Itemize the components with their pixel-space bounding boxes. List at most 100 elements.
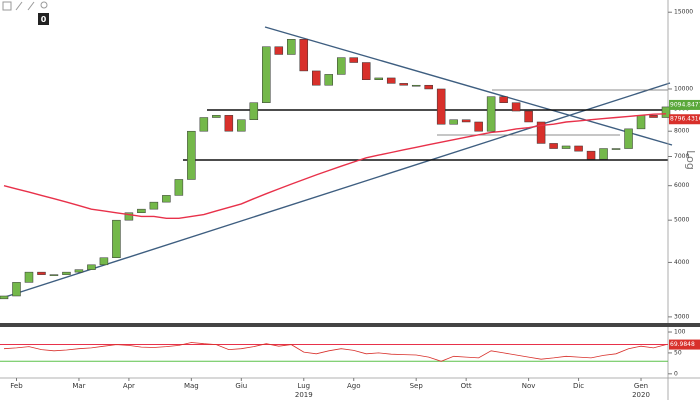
- candle: [511, 102, 521, 112]
- x-tick-label: Ago: [347, 382, 361, 390]
- candle: [599, 148, 608, 160]
- candle: [299, 39, 309, 72]
- candle: [199, 117, 209, 132]
- tool-icon[interactable]: [15, 1, 23, 11]
- trend-line: [264, 26, 673, 146]
- y-tick-label: 6000: [674, 182, 689, 189]
- ma-value-label: 8796.4316: [670, 116, 700, 123]
- rsi-line: [3, 342, 667, 362]
- candle: [287, 39, 296, 55]
- x-tick-label: Apr: [123, 382, 135, 390]
- candle: [49, 274, 59, 276]
- candle: [499, 96, 508, 103]
- ma-value-label-box: [669, 114, 700, 125]
- toolbar: 0: [2, 1, 49, 25]
- candle: [249, 102, 259, 120]
- candle: [99, 257, 109, 266]
- candle: [12, 282, 21, 297]
- candle: [574, 145, 583, 152]
- candle: [62, 271, 71, 275]
- year-label: 2020: [632, 391, 650, 399]
- candle: [649, 115, 658, 118]
- candle: [174, 179, 184, 196]
- y-tick-label: 3000: [674, 313, 689, 320]
- candle: [411, 84, 421, 87]
- candle: [424, 84, 433, 90]
- candle: [137, 208, 146, 214]
- tool-icon[interactable]: [27, 1, 35, 11]
- candle: [224, 115, 234, 132]
- tool-icon[interactable]: [40, 1, 48, 9]
- x-tick-label: Giu: [235, 382, 247, 390]
- candle: [586, 150, 596, 160]
- candle: [661, 106, 671, 118]
- badge[interactable]: [38, 13, 49, 25]
- candle: [361, 62, 371, 80]
- candle: [87, 264, 96, 270]
- scale-label: Log: [684, 150, 697, 170]
- candle: [324, 74, 334, 86]
- x-tick-label: Nov: [522, 382, 536, 390]
- candle: [187, 130, 196, 180]
- candle: [237, 119, 246, 132]
- y-tick-label: 7000: [674, 153, 689, 160]
- candle: [124, 212, 134, 221]
- last-price-label-box: [669, 99, 700, 110]
- candle: [486, 96, 496, 132]
- candle: [624, 128, 633, 149]
- candle: [536, 121, 546, 144]
- candle: [336, 57, 346, 75]
- candle: [24, 271, 34, 283]
- candle: [436, 88, 446, 125]
- candle: [461, 119, 471, 123]
- candle: [549, 143, 558, 149]
- candle: [386, 77, 396, 84]
- candle: [112, 219, 121, 259]
- candle: [374, 77, 383, 80]
- candle: [0, 295, 9, 300]
- y-tick-label: 5000: [674, 217, 689, 224]
- trend-line: [4, 82, 671, 298]
- candle: [636, 115, 646, 130]
- candle: [524, 110, 533, 123]
- candle: [449, 119, 458, 125]
- y-tick-label: 15000: [674, 9, 693, 16]
- pane-separator: [0, 323, 700, 327]
- y-tick-label: 100: [674, 329, 686, 336]
- moving-average: [3, 113, 667, 219]
- candle: [149, 201, 159, 210]
- candle: [212, 115, 221, 118]
- candle: [262, 46, 271, 103]
- y-tick-label: 0: [674, 370, 678, 377]
- candle: [349, 57, 358, 63]
- candle: [611, 148, 621, 150]
- x-tick-label: Sep: [410, 382, 424, 390]
- candle: [74, 269, 84, 273]
- candle: [561, 145, 571, 149]
- tool-icon[interactable]: [2, 1, 12, 11]
- x-tick-label: Ott: [461, 382, 472, 390]
- candle: [312, 70, 321, 86]
- y-tick-label: 10000: [674, 85, 693, 92]
- candle: [162, 195, 171, 203]
- x-tick-label: Dic: [573, 382, 584, 390]
- candle: [274, 46, 284, 55]
- last-price-label: 9094.8477: [670, 101, 700, 108]
- x-tick-label: Gen: [634, 382, 648, 390]
- rsi-value-label-box: [669, 339, 700, 350]
- badge-text: 0: [41, 15, 47, 24]
- rsi-value-label: 69.9848: [670, 341, 695, 348]
- x-tick-label: Mag: [184, 382, 199, 390]
- y-tick-label: 4000: [674, 259, 689, 266]
- x-tick-label: Mar: [72, 382, 85, 390]
- x-tick-label: Lug: [297, 382, 310, 390]
- y-tick-label: 8000: [674, 128, 689, 135]
- candle: [37, 271, 46, 275]
- candle: [399, 83, 408, 86]
- y-tick-label: 50: [674, 349, 682, 356]
- year-label: 2019: [295, 391, 313, 399]
- x-tick-label: Feb: [10, 382, 23, 390]
- candle: [474, 121, 483, 132]
